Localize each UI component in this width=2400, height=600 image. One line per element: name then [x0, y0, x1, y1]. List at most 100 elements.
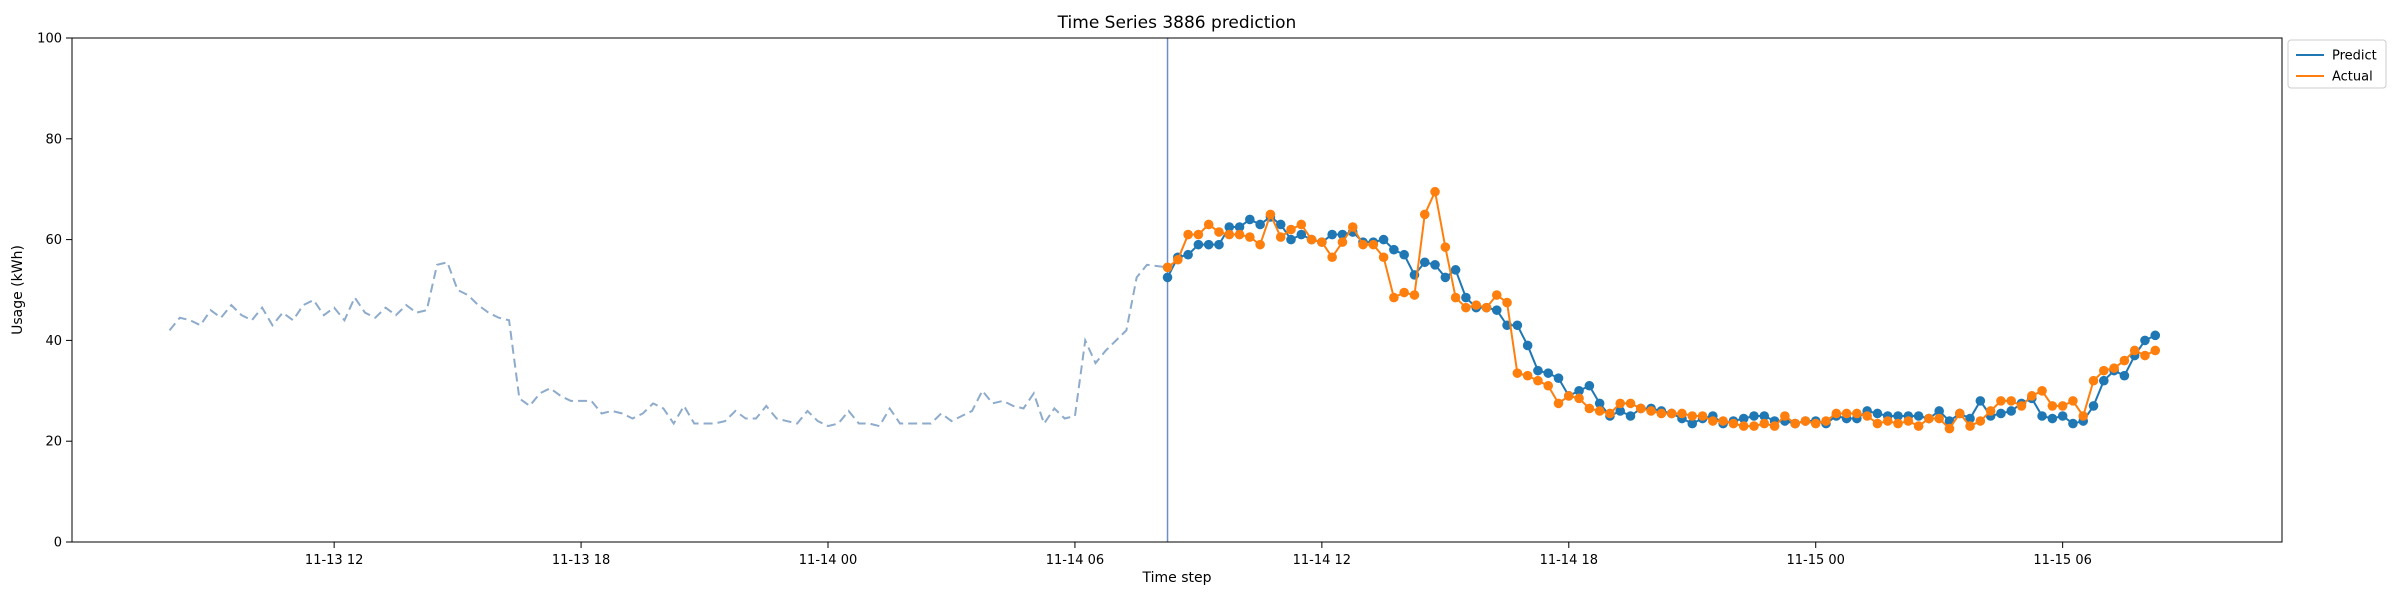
actual-point	[1409, 290, 1420, 300]
actual-point	[1646, 406, 1656, 416]
predict-point	[1245, 214, 1255, 225]
y-tick-label: 100	[37, 32, 62, 47]
actual-point	[1831, 408, 1842, 419]
predict-point	[1594, 398, 1605, 409]
actual-point	[1214, 227, 1224, 237]
actual-point	[1286, 224, 1296, 235]
predict-series	[1162, 212, 2161, 429]
actual-point	[1317, 237, 1327, 247]
predict-point	[1687, 418, 1698, 429]
actual-point	[1965, 421, 1975, 431]
y-tick-label: 80	[45, 132, 62, 147]
actual-point	[1173, 254, 1183, 265]
predict-point	[1430, 260, 1440, 270]
actual-point	[1996, 396, 2006, 406]
actual-point	[1872, 418, 1883, 429]
predict-point	[2119, 370, 2130, 381]
actual-point	[1769, 421, 1780, 431]
actual-point	[1656, 408, 1667, 419]
chart-title: Time Series 3886 prediction	[1057, 13, 1297, 33]
predict-point	[1584, 380, 1595, 391]
actual-point	[1450, 292, 1461, 303]
actual-point	[1821, 416, 1831, 426]
actual-point	[1224, 229, 1235, 240]
predict-point	[1965, 413, 1975, 424]
actual-point	[1275, 232, 1286, 242]
y-axis-title: Usage (kWh)	[10, 245, 26, 335]
actual-point	[1924, 413, 1934, 424]
actual-point	[2129, 345, 2140, 356]
actual-point	[1697, 411, 1708, 421]
predict-point	[1934, 406, 1944, 416]
actual-point	[1985, 406, 1996, 416]
predict-point	[1296, 229, 1307, 240]
actual-point	[2026, 391, 2037, 401]
predict-point	[1522, 340, 1533, 351]
legend-actual-label: Actual	[2332, 70, 2373, 85]
actual-point	[1790, 418, 1800, 429]
actual-point	[1522, 370, 1533, 381]
actual-point	[1358, 239, 1368, 250]
predict-point	[1286, 234, 1296, 245]
actual-point	[1615, 398, 1626, 409]
predict-point	[2099, 375, 2109, 386]
actual-point	[2057, 401, 2068, 411]
actual-point	[1718, 416, 1728, 426]
actual-line	[1166, 188, 2156, 431]
actual-point	[1666, 408, 1677, 419]
x-tick-label: 11-13 18	[552, 553, 610, 568]
history-series	[168, 261, 1168, 428]
actual-point	[1893, 418, 1903, 429]
predict-point	[1419, 257, 1430, 268]
actual-point	[1584, 403, 1595, 414]
y-tick-label: 0	[54, 536, 62, 551]
actual-point	[2088, 375, 2099, 386]
predict-point	[1327, 229, 1337, 240]
predict-point	[1234, 222, 1245, 232]
predict-point	[1193, 239, 1204, 250]
predict-point	[2088, 401, 2099, 411]
predict-point	[1491, 305, 1502, 315]
x-tick-label: 11-15 00	[1786, 553, 1844, 568]
x-tick-label: 11-14 18	[1540, 553, 1598, 568]
y-tick-label: 60	[45, 233, 62, 248]
actual-point	[1461, 302, 1471, 313]
predict-point	[2150, 330, 2161, 341]
predict-point	[1224, 222, 1235, 232]
actual-point	[1810, 418, 1821, 429]
actual-point	[1594, 406, 1605, 416]
predict-point	[2068, 418, 2078, 429]
plot-frame	[71, 37, 2283, 543]
actual-point	[2140, 350, 2150, 361]
actual-point	[1245, 232, 1255, 242]
actual-point	[1481, 302, 1492, 313]
legend: Predict Actual	[2287, 39, 2387, 89]
x-tick-label: 11-15 06	[2033, 553, 2091, 568]
actual-point	[1780, 411, 1790, 421]
predict-point	[1749, 411, 1759, 421]
predict-point	[1203, 239, 1214, 250]
predict-point	[2037, 411, 2047, 421]
actual-point	[1708, 416, 1718, 426]
actual-point	[2016, 401, 2027, 411]
actual-point	[2119, 355, 2130, 366]
actual-point	[1347, 222, 1358, 232]
actual-point	[1738, 421, 1749, 431]
actual-point	[1800, 416, 1811, 426]
predict-point	[1275, 219, 1286, 230]
x-tick-label: 11-14 00	[799, 553, 857, 568]
actual-point	[1203, 219, 1214, 230]
actual-point	[1337, 237, 1348, 247]
actual-point	[2068, 396, 2078, 406]
actual-point	[1255, 239, 1265, 250]
y-tick-label: 20	[45, 435, 62, 450]
actual-point	[1903, 416, 1914, 426]
actual-point	[1954, 408, 1965, 419]
predict-point	[1183, 249, 1193, 260]
predict-point	[1759, 411, 1770, 421]
x-tick-label: 11-13 12	[305, 553, 363, 568]
actual-point	[1553, 398, 1564, 409]
axes: 0 20 40 60 80 100 11-13 12 11-13 18 11-14 00 11-1…	[37, 32, 2283, 568]
actual-point	[1636, 403, 1646, 414]
actual-point	[1728, 418, 1739, 429]
